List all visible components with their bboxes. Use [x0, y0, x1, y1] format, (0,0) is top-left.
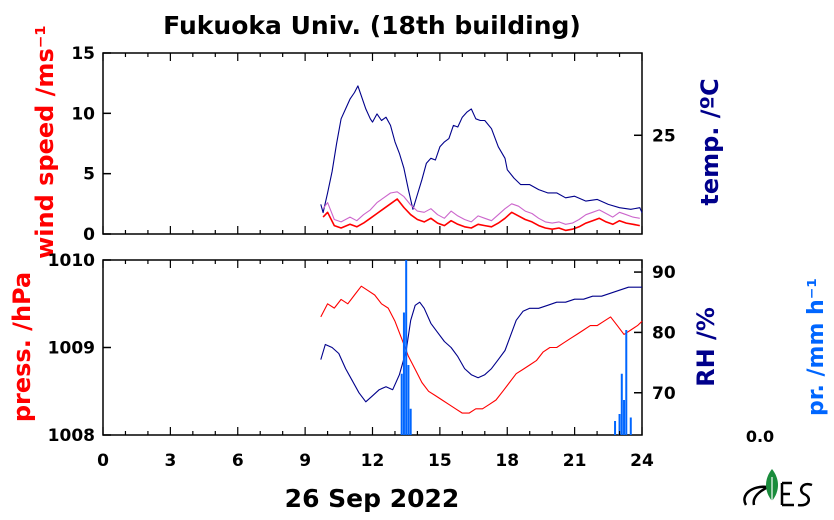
x-tick-label-2: 6: [232, 451, 244, 471]
x-tick-label-3: 9: [299, 451, 311, 471]
left-tick-label-1-2: 1010: [48, 251, 95, 271]
series-line-1-1: [320, 286, 642, 403]
precip-bar: [407, 365, 410, 435]
humidity-axis-label: RH /%: [692, 307, 720, 387]
series-line-0-2: [322, 191, 640, 225]
precip-bar: [400, 373, 403, 435]
precip-bar: [402, 312, 405, 435]
series-line-1-0: [320, 285, 643, 414]
x-tick-label-7: 21: [563, 451, 587, 471]
series-line-0-1: [322, 198, 640, 232]
lower-panel: 1008 1009 1010 70 80 90 press. /hPa RH /% pr.…: [8, 251, 829, 446]
precip-bar: [409, 408, 412, 435]
upper-panel: 0 5 10 15 25 wind speed /ms⁻¹ temp. /ºC: [31, 25, 724, 259]
right-tick-label-1-0: 70: [652, 384, 676, 404]
precipitation-zero-label: 0.0: [746, 427, 774, 446]
right-tick-label-1-1: 80: [652, 323, 676, 343]
x-tick-label-5: 15: [428, 451, 452, 471]
left-tick-label-0-2: 10: [71, 104, 95, 124]
precip-bar: [629, 417, 632, 435]
precipitation-axis-label: pr. /mm h⁻¹: [804, 278, 829, 416]
left-tick-label-0-1: 5: [83, 165, 95, 185]
logo-swoosh: [743, 485, 773, 506]
logo-letters: [780, 481, 813, 507]
x-tick-label-1: 3: [164, 451, 176, 471]
x-tick-label-0: 0: [97, 451, 109, 471]
precip-bar: [625, 330, 628, 435]
right-tick-label-1-2: 90: [652, 263, 676, 283]
pressure-axis-label: press. /hPa: [8, 272, 36, 422]
left-tick-label-1-1: 1009: [48, 339, 95, 359]
upper-axes: 0 5 10 15 25: [71, 44, 675, 245]
precip-bar: [618, 414, 621, 435]
left-tick-label-1-0: 1008: [48, 426, 95, 446]
x-axis: 0 3 6 9 12 15 18 21 24: [97, 451, 654, 471]
wind-speed-axis-label: wind speed /ms⁻¹: [31, 25, 59, 259]
lower-axes: 1008 1009 1010 70 80 90: [48, 251, 676, 446]
temperature-axis-label: temp. /ºC: [696, 78, 724, 205]
chart-title: Fukuoka Univ. (18th building): [163, 11, 581, 40]
series-line-0-0: [320, 85, 643, 214]
precip-bar: [405, 260, 408, 435]
lower-series: [320, 260, 643, 435]
lower-panel-frame: [102, 259, 643, 436]
x-tick-label-8: 24: [630, 451, 654, 471]
upper-series: [320, 85, 643, 232]
precip-bar: [614, 421, 617, 435]
precip-bar: [623, 400, 626, 435]
x-tick-label-6: 18: [495, 451, 519, 471]
right-tick-label-0-0: 25: [652, 126, 676, 146]
precip-bar: [620, 373, 623, 435]
institution-logo: [743, 469, 813, 507]
x-tick-label-4: 12: [361, 451, 385, 471]
date-label: 26 Sep 2022: [285, 484, 460, 513]
left-tick-label-0-0: 0: [83, 225, 95, 245]
left-tick-label-0-3: 15: [71, 44, 95, 64]
